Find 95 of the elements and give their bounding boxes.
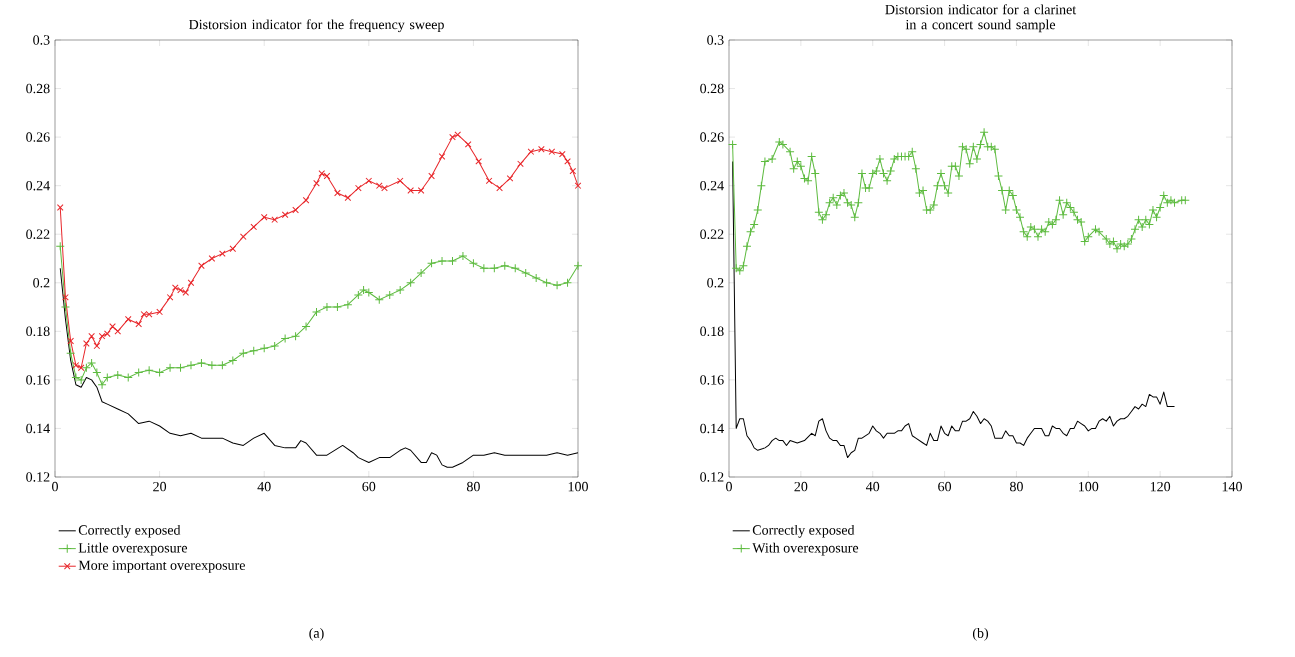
y-tick-label: 0.18 [26,326,50,337]
point [123,372,133,382]
point [155,368,165,378]
y-tick-label: 0.14 [26,423,50,434]
point [427,258,437,268]
point [217,360,227,370]
y-tick-label: 0.3 [33,35,50,45]
y-tick-label: 0.24 [700,180,724,191]
point [66,348,76,358]
chart-title: Distorsion indicator for a clarinet in a concert sound sample [885,4,1077,33]
y-tick-label: 0.26 [700,132,724,142]
point [102,372,112,382]
point [259,343,269,353]
y-tick-label: 0.18 [700,326,724,337]
y-tick-label: 0.12 [26,472,50,482]
y-tick-label: 0.2 [707,278,724,288]
y-tick-label: 0.24 [26,180,50,191]
point [81,363,91,373]
point [312,307,322,317]
legend-label: Correctly exposed [78,524,181,538]
x-tick-label: 0 [52,481,58,492]
x-tick-label: 20 [153,481,167,492]
x-tick-label: 100 [1079,481,1099,492]
point [186,360,196,370]
point [322,302,332,312]
legend-label: With overexposure [752,542,859,556]
x-tick-label: 60 [362,481,376,492]
point [134,368,144,378]
point [489,263,499,273]
point [510,263,520,273]
y-tick-label: 0.22 [26,229,50,239]
point [395,285,405,295]
y-tick-label: 0.3 [707,35,724,45]
x-tick-label: 140 [1222,481,1242,492]
point [87,358,97,368]
legend-label: Correctly exposed [752,524,855,538]
y-tick-label: 0.14 [700,423,724,434]
x-tick-label: 100 [568,481,588,492]
point [500,261,510,271]
point [353,290,363,300]
text: (a) [309,627,324,641]
point [343,300,353,310]
x-tick-label: 80 [466,481,480,492]
point [447,256,457,266]
point [563,278,573,288]
point [207,360,217,370]
point [479,263,489,273]
point [228,355,238,365]
x-tick-label: 0 [726,481,732,492]
x-tick-label: 40 [865,481,880,492]
y-tick-label: 0.16 [700,375,724,385]
point [437,256,447,266]
point [113,370,123,380]
point [165,363,175,373]
point [573,261,583,271]
point [92,368,102,378]
x-tick-label: 20 [794,481,808,492]
point [270,341,280,351]
point [196,358,206,368]
legend-label: More important overexposure [78,560,245,573]
point [552,280,562,290]
point [521,268,531,278]
point [458,251,468,261]
point [385,290,395,300]
y-tick-label: 0.26 [26,132,50,142]
point [468,258,478,268]
point [249,346,259,356]
point [238,348,248,358]
y-tick-label: 0.16 [26,375,50,385]
point [332,302,342,312]
y-tick-label: 0.28 [700,83,724,94]
point [416,268,426,278]
x-tick-label: 120 [1150,481,1171,492]
point [176,363,186,373]
x-tick-label: 80 [1009,481,1023,492]
point [55,241,65,251]
point [374,295,384,305]
point [531,273,541,283]
chart-title: Distorsion indicator for the frequency sweep [189,19,444,33]
y-tick-label: 0.22 [700,229,724,239]
point [301,321,311,331]
point [144,365,154,375]
point [406,278,416,288]
point [291,331,301,341]
y-tick-label: 0.12 [700,472,724,482]
point [60,302,70,312]
point [280,334,290,344]
x-tick-label: 60 [938,481,952,492]
point [97,380,107,390]
y-tick-label: 0.2 [33,278,50,288]
point [542,278,552,288]
text: (b) [972,627,989,641]
x-tick-label: 40 [257,481,271,492]
y-tick-label: 0.28 [26,83,50,94]
legend-label: Little overexposure [78,542,188,556]
